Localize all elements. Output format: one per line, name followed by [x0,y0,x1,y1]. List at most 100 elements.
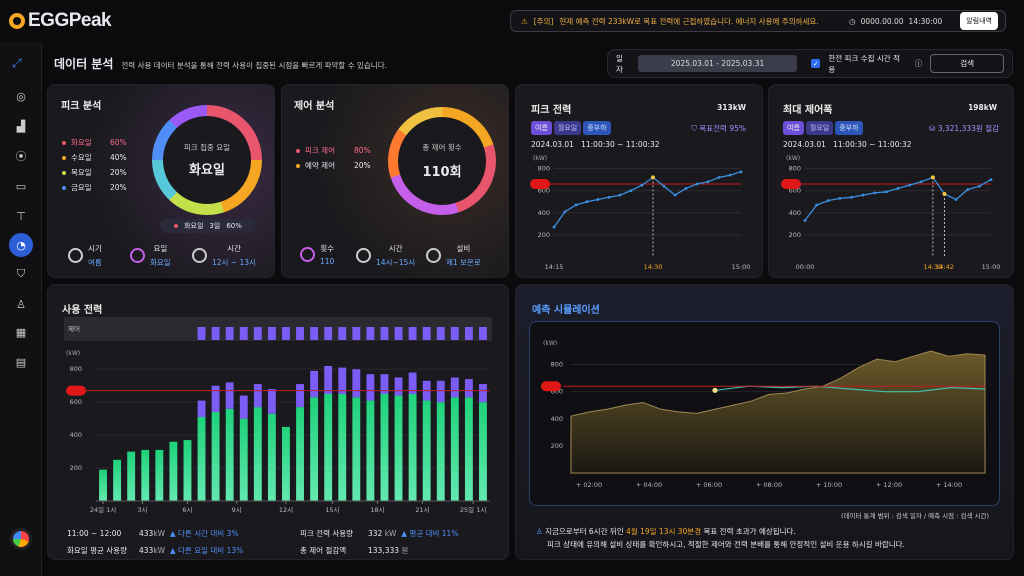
x-tick-label: 18시 [370,506,384,514]
search-button[interactable]: 검색 [930,54,1005,73]
x-tick-label: + 06:00 [696,481,722,489]
peak-donut: 피크 집중 요일 화요일 [152,105,262,215]
data-point [684,187,688,190]
data-point [977,184,981,188]
x-tick-label: + 12:00 [876,481,902,489]
data-point [966,188,970,191]
data-point [838,196,842,200]
legend-item[interactable]: 피크 제어 80% [296,143,371,158]
data-point [861,193,865,197]
network-icon[interactable]: ⊤ [16,209,26,223]
data-point [563,210,567,214]
usage-bar [197,417,206,501]
x-tick-label: 21시 [415,506,429,514]
control-strip-bar [211,327,220,340]
legend-item[interactable]: 예약 제어 20% [296,158,371,173]
data-point [989,178,993,181]
egg-logo-icon [9,13,25,29]
x-tick-label: 9시 [232,506,242,514]
control-strip-bar [253,327,262,340]
broadcast-icon[interactable]: ⦿ [15,150,27,163]
profile-avatar[interactable] [10,528,32,550]
document-icon[interactable]: ▤ [15,355,27,369]
forecast-title: 예측 시뮬레이션 [532,305,600,316]
control-strip-bar [310,327,319,340]
expand-icon[interactable]: ⤢ [12,56,22,70]
target-marker [781,179,801,190]
alarm-history-button[interactable]: 알림내역 [960,12,998,30]
x-tick-label: 14:42 [935,263,954,271]
legend-item[interactable]: 금요일 20% [62,180,127,195]
control-bar [239,395,248,419]
data-point [673,193,677,197]
usage-bar [211,412,220,501]
report-icon[interactable]: ▦ [15,325,27,339]
usage-bar [155,449,164,501]
x-tick-label: + 14:00 [936,481,962,489]
page-title: 데이터 분석 [54,57,114,71]
usage-title: 사용 전력 [62,305,103,316]
shield-icon: ⛉ [691,124,700,133]
top-bar: EGGPeak ⚠ [주의] 현재 예측 전력 233kW로 목표 전력에 근접… [0,0,1024,42]
control-strip-bar [225,327,234,340]
data-point [919,180,923,184]
saving-label: ⛁ 3,321,333원 절감 [929,124,999,133]
x-tick-label: + 02:00 [576,481,602,489]
data-point [815,203,819,207]
x-tick-label: 14:30 [924,263,943,271]
x-tick-label: 3시 [137,506,147,514]
unit-label: (kW) [786,155,800,162]
control-bar [450,377,459,398]
x-tick-label: 24일 1시 [90,505,116,514]
factory-icon[interactable]: ▟ [16,119,26,133]
usage-bar [239,418,248,501]
y-tick-label: 200 [789,231,801,239]
page-subtitle: 전력 사용 데이터 분석을 통해 전력 사용이 집중된 시점을 빠르게 파악할 … [121,61,387,70]
y-tick-label: 200 [70,464,82,472]
globe-icon[interactable]: ◎ [16,89,26,103]
stat-row: 11:00 ~ 12:00 433kW ▲ 다른 시간 대비 3% [67,529,239,538]
x-tick-label: + 10:00 [816,481,842,489]
y-tick-label: 800 [789,165,801,173]
peak-time-checkbox[interactable]: ✓ [811,59,821,68]
series-line [553,171,742,228]
logo[interactable]: EGGPeak [9,10,112,32]
x-tick-label: 25일 1시 [460,505,486,514]
data-point [826,199,830,202]
usage-bar [408,393,417,501]
data-point [629,189,633,193]
notice-prefix: [주의] [533,16,554,26]
monitor-icon[interactable]: ▭ [15,179,27,193]
control-bar [394,377,403,396]
info-icon[interactable]: ⓘ [914,59,923,68]
actual-area [570,350,986,474]
stat-row: 피크 전력 사용량 332 kW ▲ 평균 대비 11% [300,529,459,538]
x-tick-label: 15:00 [732,263,751,271]
legend-item[interactable]: 수요일 40% [62,150,127,165]
control-bar [380,374,389,394]
notice-banner: ⚠ [주의] 현재 예측 전력 233kW로 목표 전력에 근접하였습니다. 에… [510,10,1006,32]
target-marker [66,385,86,396]
shield-icon[interactable]: ⛉ [16,267,26,280]
control-strip-bar [479,327,487,340]
peak-badge: 화요일 3일 60% [160,219,256,233]
x-tick-label: + 08:00 [756,481,782,489]
max-control-title: 최대 제어폭 [783,105,833,116]
control-bar [408,372,417,394]
target-label: ⛉ 목표전력 95% [691,124,746,133]
legend-item[interactable]: 화요일 60% [62,135,127,150]
analytics-icon[interactable]: ◔ [9,233,33,257]
page-header: 데이터 분석 전력 사용 데이터 분석을 통해 전력 사용이 집중된 시점을 빠… [54,55,387,72]
control-bar [324,365,333,394]
usage-stats: 11:00 ~ 12:00 433kW ▲ 다른 시간 대비 3% 화요일 평균 … [67,525,243,559]
legend-item[interactable]: 목요일 20% [62,165,127,180]
tag-load: 중부하 [835,121,863,135]
data-point [739,170,743,174]
x-tick-label: 15시 [325,506,339,514]
time-stat: 시간 12시 ~ 13시 [192,243,256,268]
peak-power-card: 피크 전력 313kW 여름 월요일 중부하 ⛉ 목표전력 95% 2024.03.… [515,84,763,278]
user-icon[interactable]: ♙ [16,297,26,311]
control-analysis-card: 제어 분석 피크 제어 80% 예약 제어 20% 총 제어 횟수 110회 횟수 1… [281,84,509,278]
date-range-picker[interactable]: 2025.03.01 - 2025.03.31 [637,55,798,72]
